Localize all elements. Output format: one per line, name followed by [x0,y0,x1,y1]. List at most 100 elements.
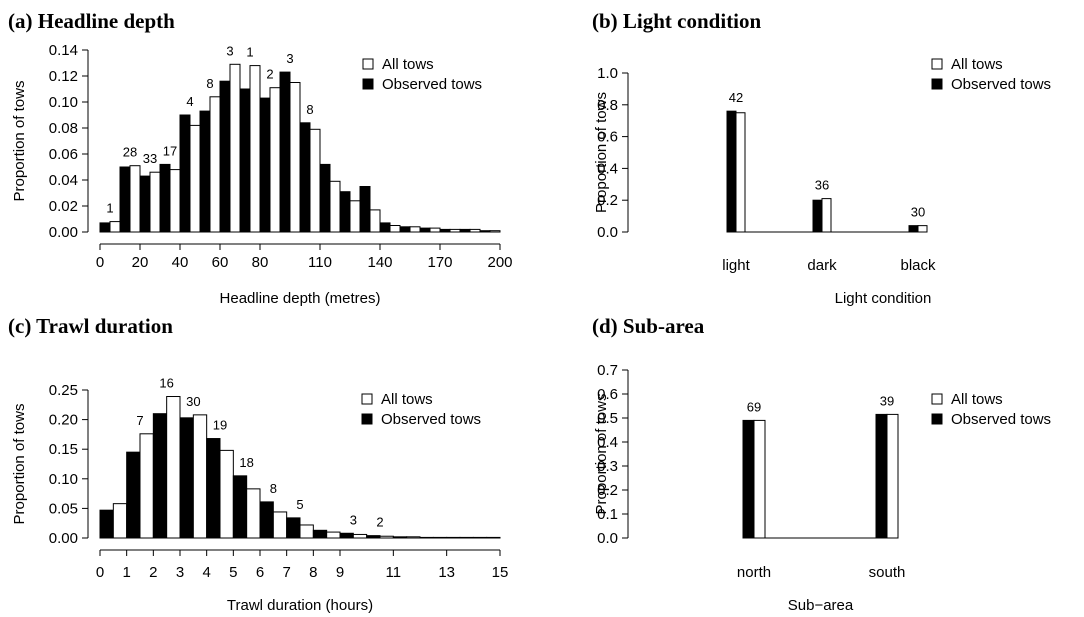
y-axis-title: Proportion of tows [11,81,28,202]
x-axis-title: Light condition [835,290,932,307]
data-label: 30 [186,394,200,409]
x-tick-label: 3 [176,564,184,581]
data-label: 28 [123,145,137,160]
legend-swatch-observed [931,78,943,90]
y-tick-label: 0.1 [597,506,618,523]
x-tick-label: 11 [386,564,402,581]
y-tick-label: 0.05 [49,500,78,517]
legend-label: Observed tows [382,76,482,93]
x-tick-label: 9 [336,564,344,581]
bar-observed-tows [319,163,331,233]
bar-observed-tows [459,228,471,233]
bar-observed-tows [299,122,311,233]
bar-all-tows [409,226,421,233]
x-tick-label: 5 [229,564,237,581]
bar-all-tows [169,169,181,233]
x-tick-label: black [900,257,936,274]
data-label: 3 [226,43,233,58]
legend-label: All tows [951,391,1003,408]
bar-observed-tows [179,417,194,539]
bar-observed-tows [279,71,291,233]
legend-label: Observed tows [381,411,481,428]
bar-observed-tows [232,475,248,539]
bar-all-tows [352,533,368,539]
y-tick-label: 0.06 [49,146,78,163]
bar-observed-tows [446,536,461,539]
bar-observed-tows [472,536,488,539]
bar-all-tows [299,524,314,539]
data-label: 33 [143,151,157,166]
y-tick-label: 0.10 [49,471,78,488]
bar-observed-tows [286,517,301,539]
x-tick-label: 13 [438,564,455,581]
bar-all-tows [459,536,474,539]
panel-title: (b) Light condition [592,9,762,33]
legend-swatch-all [362,58,374,70]
bar-all-tows [139,433,154,539]
bar-all-tows [112,503,128,539]
legend-label: Observed tows [951,76,1051,93]
y-tick-label: 0.0 [597,530,618,547]
data-label: 4 [186,94,193,109]
bar-observed-tows [439,228,451,233]
bar-all-tows [149,171,161,233]
bar-all-tows [406,536,421,539]
y-tick-label: 0.2 [597,482,618,499]
bar-observed-tows [312,529,328,539]
y-tick-label: 0.04 [49,172,78,189]
y-axis-title: Proportion of tows [593,394,610,515]
bar-all-tows [192,414,208,539]
data-label: 8 [206,76,213,91]
y-tick-label: 0.6 [597,129,618,146]
bar-observed-tows [908,225,919,233]
bar-all-tows [429,227,441,233]
bar-observed-tows [159,163,171,233]
data-label: 36 [815,178,829,193]
bar-all-tows [269,87,281,233]
y-tick-label: 0.10 [49,94,78,111]
bar-observed-tows [259,501,274,539]
x-tick-label: 20 [132,254,149,271]
bar-all-tows [129,165,141,233]
panel-title: (d) Sub-area [592,314,705,338]
bar-all-tows [109,221,121,233]
x-tick-label: south [869,564,906,581]
x-tick-label: 0 [96,254,104,271]
panel-light-condition: (b) Light condition 0.0 0.2 0.4 0.6 0.8 1.0 Pro… [592,9,1051,307]
data-label: 3 [286,51,293,66]
y-tick-label: 0.02 [49,198,78,215]
bar-all-tows [246,488,261,539]
panel-title: (a) Headline depth [8,9,175,33]
bar-observed-tows [419,536,434,539]
x-tick-label: 140 [367,254,392,271]
legend-swatch-all [931,393,943,405]
bar-all-tows [469,228,481,233]
y-tick-label: 0.0 [597,224,618,241]
bar-observed-tows [726,110,737,233]
data-label: 8 [270,481,277,496]
bar-all-tows [309,128,321,233]
bar-observed-tows [219,80,231,233]
bar-observed-tows [152,413,168,539]
bar-all-tows [219,449,234,539]
bar-observed-tows [742,419,755,539]
data-label: 7 [136,413,143,428]
x-tick-label: 80 [252,254,269,271]
y-axis-title: Proportion of tows [593,92,610,213]
bar-observed-tows [239,88,251,233]
legend-label: All tows [951,56,1003,73]
y-tick-label: 0.08 [49,120,78,137]
data-label: 16 [159,376,173,391]
bar-all-tows [486,536,501,539]
legend-swatch-observed [362,78,374,90]
x-tick-label: 8 [309,564,317,581]
bar-all-tows [379,535,394,539]
y-tick-label: 0.4 [597,160,618,177]
legend-swatch-all [361,393,373,405]
y-tick-label: 0.5 [597,410,618,427]
data-label: 8 [306,102,313,117]
data-label: 17 [163,143,177,158]
bar-observed-tows [199,110,211,233]
x-tick-label: 2 [149,564,157,581]
data-label: 3 [350,512,357,527]
